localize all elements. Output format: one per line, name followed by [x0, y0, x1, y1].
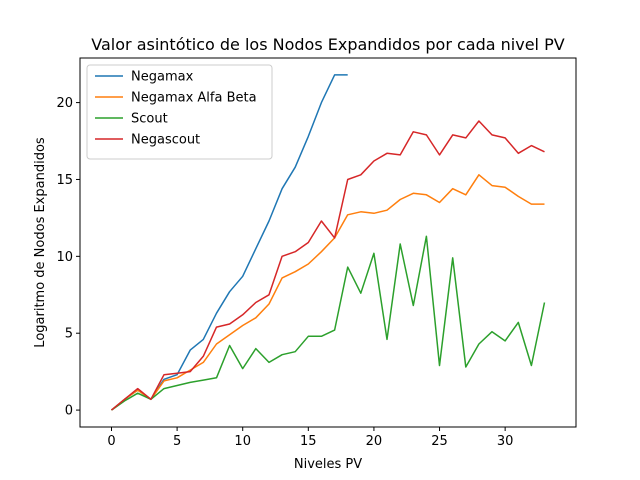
x-axis: 0 5 10 15 20 25 30 — [107, 427, 513, 449]
legend: Negamax Negamax Alfa Beta Scout Negascout — [86, 64, 273, 160]
legend-label: Negascout — [131, 133, 200, 148]
y-tick-label: 15 — [56, 173, 73, 188]
x-tick-label: 0 — [107, 434, 115, 449]
legend-label: Negamax — [131, 70, 194, 85]
y-tick-label: 0 — [65, 404, 73, 419]
y-tick-label: 20 — [56, 96, 73, 111]
y-axis-label: Logaritmo de Nodos Expandidos — [33, 137, 48, 348]
x-tick-label: 30 — [497, 434, 514, 449]
chart-title: Valor asintótico de los Nodos Expandidos… — [91, 35, 564, 54]
x-tick-label: 20 — [366, 434, 383, 449]
x-axis-label: Niveles PV — [294, 457, 362, 472]
y-tick-label: 5 — [65, 327, 73, 342]
series-line-3 — [111, 120, 545, 411]
x-tick-label: 5 — [173, 434, 181, 449]
y-tick-label: 10 — [56, 250, 73, 265]
legend-label: Negamax Alfa Beta — [131, 91, 257, 106]
legend-box — [86, 64, 273, 160]
x-tick-label: 10 — [234, 434, 251, 449]
plot-area — [111, 74, 546, 411]
axes-frame — [79, 57, 577, 428]
x-tick-label: 25 — [431, 434, 448, 449]
series-line-2 — [111, 235, 546, 411]
legend-label: Scout — [131, 112, 168, 127]
x-tick-label: 15 — [300, 434, 317, 449]
series-line-1 — [111, 174, 545, 411]
y-axis: 0 5 10 15 20 — [56, 96, 80, 419]
